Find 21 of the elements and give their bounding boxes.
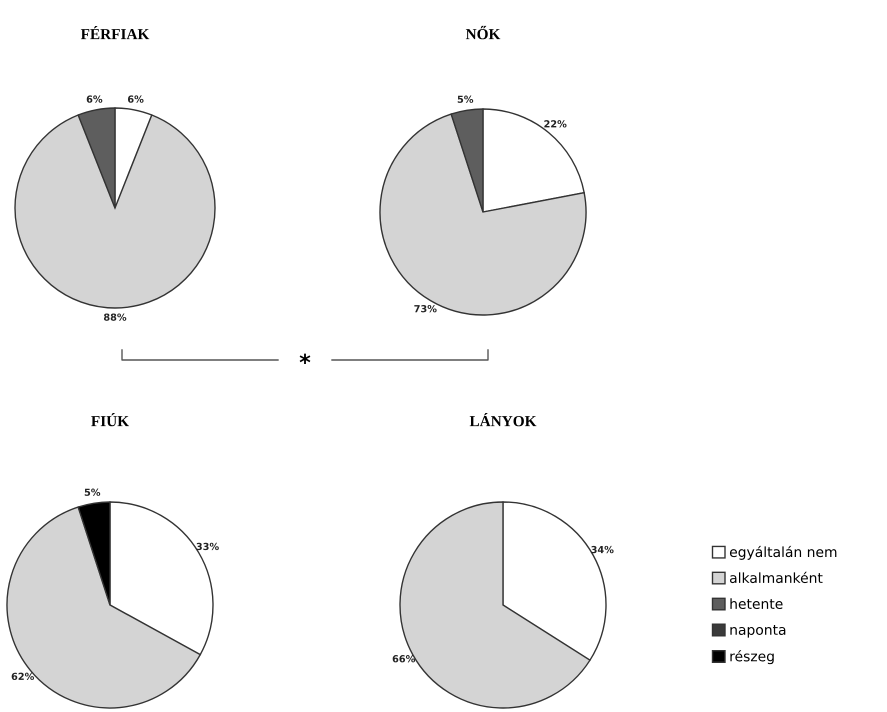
legend-label: egyáltalán nem [730,546,836,560]
text: * [300,354,310,364]
data-label: 62% [12,672,34,680]
data-label: 5% [458,96,474,103]
data-label: 33% [196,542,219,550]
chart-title: LÁNYOK [470,413,536,426]
data-label: 6% [128,95,144,103]
legend-label: részeg [730,650,774,664]
data-label: 73% [414,304,437,312]
chart-title: FIÚK [91,413,129,426]
chart-title: FÉRFIAK [80,26,150,40]
data-label: 22% [544,120,567,128]
legend-label: naponta [730,625,786,638]
data-label: 88% [104,313,126,321]
data-label: 66% [392,655,416,662]
data-label: 34% [591,546,614,554]
legend-label: hetente [730,598,783,610]
data-label: 6% [86,95,102,103]
legend-label: alkalmanként [730,572,823,584]
chart-title: NŐK [466,26,500,40]
data-label: 5% [84,488,100,496]
